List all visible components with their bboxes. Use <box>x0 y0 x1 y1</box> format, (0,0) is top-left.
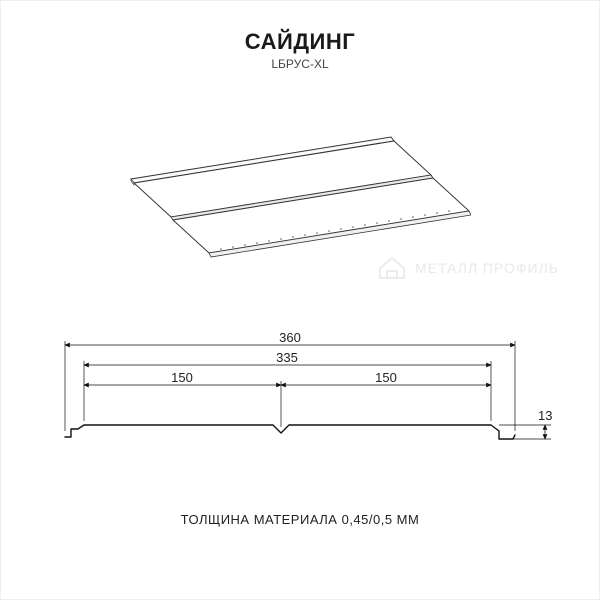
dim-total-width: 360 <box>279 331 301 345</box>
page-title: САЙДИНГ <box>245 29 355 55</box>
dim-height: 13 <box>538 408 552 423</box>
dim-right-span: 150 <box>375 370 397 385</box>
title-block: САЙДИНГ LБРУС-XL <box>245 29 355 71</box>
isometric-view <box>91 121 471 266</box>
material-thickness-note: ТОЛЩИНА МАТЕРИАЛА 0,45/0,5 ММ <box>181 512 420 527</box>
dim-left-span: 150 <box>171 370 193 385</box>
technical-drawing: 360 335 150 150 13 <box>51 331 561 486</box>
dim-usable-width: 335 <box>276 350 298 365</box>
page-subtitle: LБРУС-XL <box>245 57 355 71</box>
